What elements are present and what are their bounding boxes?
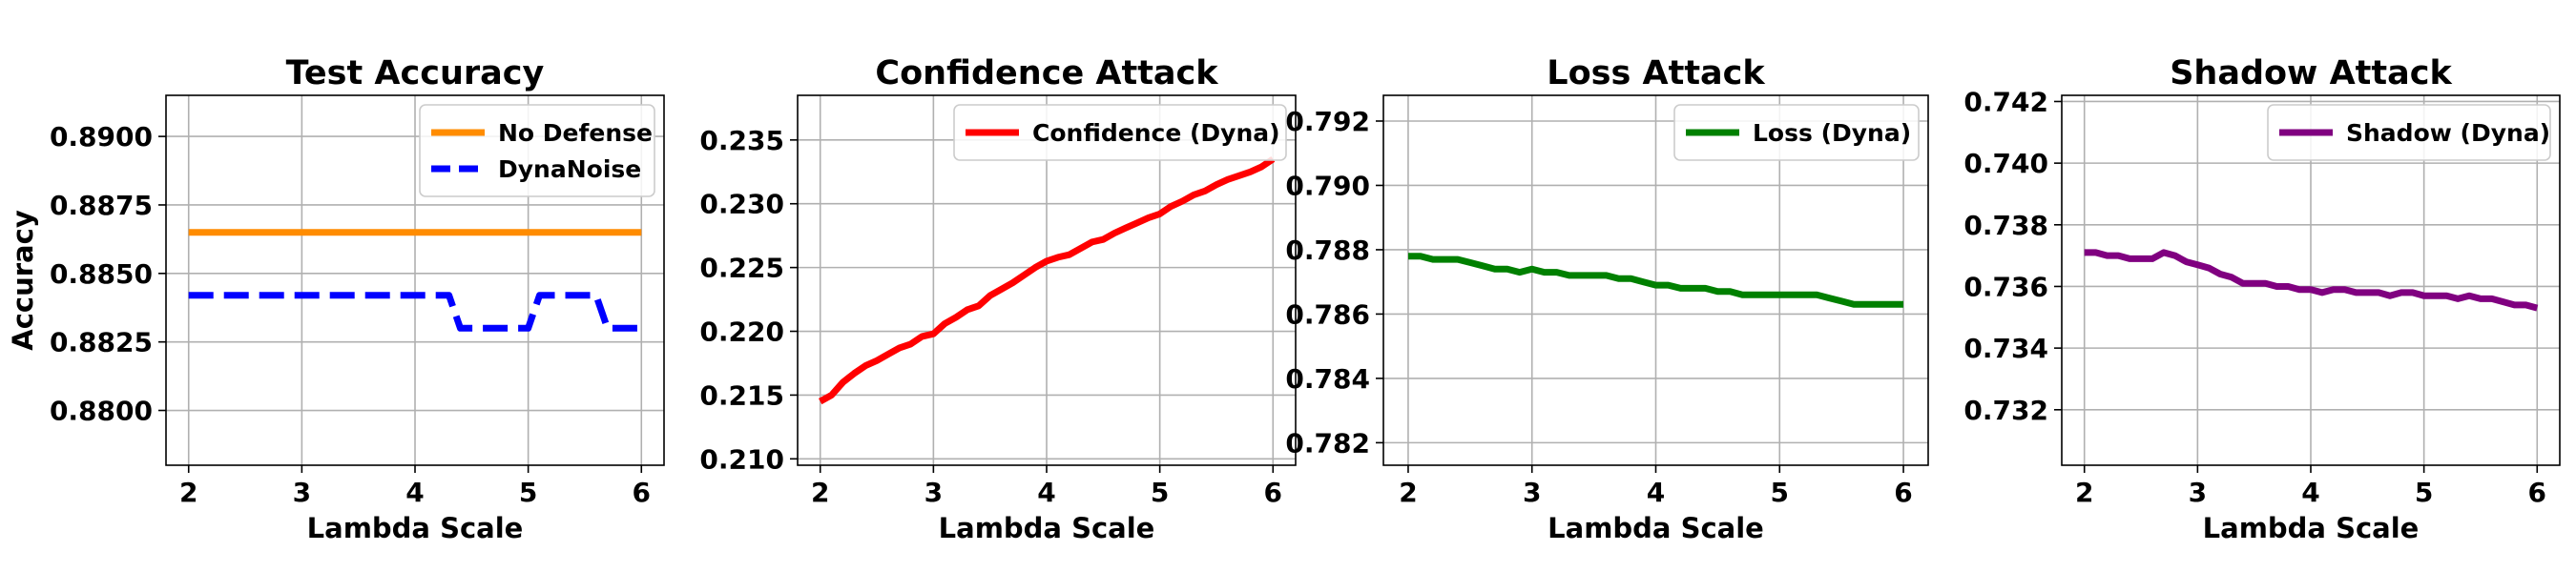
- y-tick-label: 0.788: [1285, 235, 1370, 266]
- legend: Confidence (Dyna): [953, 104, 1287, 161]
- chart-panel-3: 2 3 4 5 6 0.782 0.784 0.786 0.788 0.790 0.792 Loss …: [1285, 54, 1929, 544]
- y-tick-label: 0.792: [1285, 106, 1370, 137]
- y-axis-label: Accuracy: [7, 210, 39, 351]
- y-tick-label: 0.225: [699, 253, 784, 284]
- series-line-1: [2084, 249, 2539, 312]
- x-tick-label: 6: [633, 477, 651, 508]
- y-tick-label: 0.738: [1963, 210, 2048, 241]
- y-tick-label: 0.742: [1963, 86, 2048, 117]
- legend-box: [953, 104, 1287, 161]
- x-tick-label: 6: [1264, 477, 1282, 508]
- x-tick-label: 2: [811, 477, 829, 508]
- y-tick-label: 0.740: [1963, 148, 2048, 179]
- y-tick-label: 0.230: [699, 189, 784, 220]
- legend-label-1: No Defense: [498, 119, 653, 147]
- legend: Shadow (Dyna): [2267, 104, 2551, 161]
- x-axis-label: Lambda Scale: [2203, 512, 2420, 544]
- x-tick-label: 5: [2415, 477, 2433, 508]
- chart-panel-4: 2 3 4 5 6 0.732 0.734 0.736 0.738 0.740 0.742 Shado…: [1963, 54, 2561, 544]
- y-tick-label: 0.220: [699, 317, 784, 348]
- series-line-1: [1408, 253, 1903, 308]
- chart-title: Test Accuracy: [286, 54, 545, 92]
- x-tick-label: 5: [1771, 477, 1789, 508]
- x-tick-label: 4: [1647, 477, 1665, 508]
- legend: No Defense DynaNoise: [419, 104, 655, 197]
- x-tick-label: 5: [519, 477, 537, 508]
- y-tick-label: 0.784: [1285, 363, 1370, 395]
- y-tick-label: 0.734: [1963, 333, 2048, 364]
- x-tick-label: 4: [2301, 477, 2319, 508]
- legend-label-1: Loss (Dyna): [1753, 119, 1911, 147]
- series-line-1: [818, 155, 1276, 405]
- x-axis-label: Lambda Scale: [307, 512, 524, 544]
- x-tick-label: 6: [1894, 477, 1912, 508]
- y-tick-label: 0.8800: [50, 396, 153, 427]
- y-tick-label: 0.8850: [50, 258, 153, 290]
- y-tick-label: 0.790: [1285, 170, 1370, 201]
- chart-title: Shadow Attack: [2170, 54, 2452, 92]
- legend: Loss (Dyna): [1673, 104, 1920, 161]
- x-tick-label: 3: [2189, 477, 2207, 508]
- x-tick-label: 3: [1523, 477, 1541, 508]
- legend-box: [419, 104, 655, 197]
- x-axis-label: Lambda Scale: [1548, 512, 1764, 544]
- y-tick-label: 0.235: [699, 125, 784, 156]
- y-tick-label: 0.8875: [50, 190, 153, 221]
- x-tick-label: 5: [1151, 477, 1169, 508]
- x-axis-label: Lambda Scale: [939, 512, 1155, 544]
- x-tick-label: 2: [1399, 477, 1417, 508]
- chart-panel-1: 2 3 4 5 6 0.8800 0.8825 0.8850 0.8875 0.8900 Test …: [7, 54, 665, 544]
- y-tick-label: 0.215: [699, 379, 784, 411]
- x-tick-label: 3: [924, 477, 943, 508]
- legend-label-1: Shadow (Dyna): [2346, 119, 2550, 147]
- y-tick-label: 0.8900: [50, 121, 153, 153]
- x-tick-label: 3: [293, 477, 311, 508]
- x-tick-label: 2: [179, 477, 197, 508]
- x-tick-label: 4: [405, 477, 424, 508]
- legend-box: [1673, 104, 1920, 161]
- y-tick-label: 0.786: [1285, 298, 1370, 330]
- y-tick-label: 0.210: [699, 443, 784, 475]
- y-tick-label: 0.736: [1963, 271, 2048, 302]
- chart-panel-2: 2 3 4 5 6 0.210 0.215 0.220 0.225 0.230 0.235 Confi…: [699, 54, 1297, 544]
- series-line-2: [188, 292, 642, 332]
- legend-box: [2267, 104, 2551, 161]
- x-tick-label: 2: [2075, 477, 2093, 508]
- y-tick-label: 0.8825: [50, 327, 153, 358]
- chart-title: Confidence Attack: [875, 54, 1218, 92]
- chart-title: Loss Attack: [1547, 54, 1765, 92]
- y-tick-label: 0.732: [1963, 395, 2048, 426]
- legend-label-1: Confidence (Dyna): [1032, 119, 1280, 147]
- legend-label-2: DynaNoise: [498, 155, 641, 183]
- x-tick-label: 6: [2528, 477, 2546, 508]
- y-tick-label: 0.782: [1285, 427, 1370, 459]
- x-tick-label: 4: [1037, 477, 1055, 508]
